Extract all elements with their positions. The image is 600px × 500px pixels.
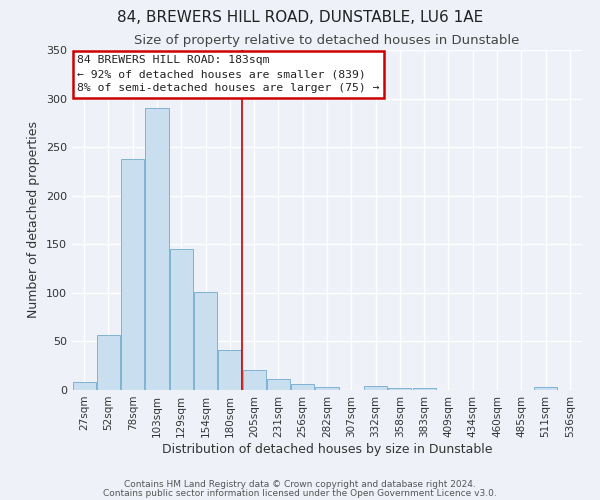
- Text: 84, BREWERS HILL ROAD, DUNSTABLE, LU6 1AE: 84, BREWERS HILL ROAD, DUNSTABLE, LU6 1A…: [117, 10, 483, 25]
- Bar: [388, 388, 412, 390]
- Text: Contains public sector information licensed under the Open Government Licence v3: Contains public sector information licen…: [103, 488, 497, 498]
- Bar: [218, 350, 241, 390]
- Bar: [121, 159, 144, 390]
- Bar: [267, 380, 290, 390]
- Text: Contains HM Land Registry data © Crown copyright and database right 2024.: Contains HM Land Registry data © Crown c…: [124, 480, 476, 489]
- X-axis label: Distribution of detached houses by size in Dunstable: Distribution of detached houses by size …: [162, 442, 492, 456]
- Text: 84 BREWERS HILL ROAD: 183sqm
← 92% of detached houses are smaller (839)
8% of se: 84 BREWERS HILL ROAD: 183sqm ← 92% of de…: [77, 55, 380, 93]
- Bar: [97, 334, 120, 390]
- Bar: [316, 387, 338, 390]
- Bar: [145, 108, 169, 390]
- Bar: [73, 382, 95, 390]
- Bar: [413, 388, 436, 390]
- Title: Size of property relative to detached houses in Dunstable: Size of property relative to detached ho…: [134, 34, 520, 48]
- Y-axis label: Number of detached properties: Number of detached properties: [28, 122, 40, 318]
- Bar: [242, 370, 266, 390]
- Bar: [364, 386, 387, 390]
- Bar: [194, 292, 217, 390]
- Bar: [291, 384, 314, 390]
- Bar: [170, 249, 193, 390]
- Bar: [534, 387, 557, 390]
